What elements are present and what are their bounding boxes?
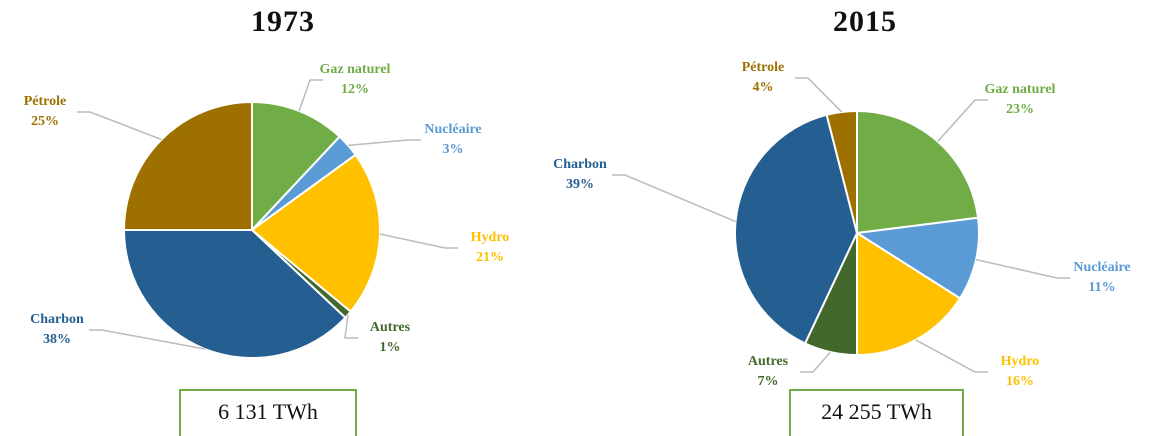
slice-value-label: 38%	[43, 332, 71, 347]
leader-line	[77, 111, 162, 141]
leader-line	[298, 79, 323, 112]
slice-label: Gaz naturel	[985, 82, 1056, 97]
leader-line	[379, 233, 458, 249]
leader-line	[937, 99, 988, 142]
total-box	[179, 389, 357, 436]
pie-slice	[856, 109, 980, 235]
slice-label: Nucléaire	[1073, 260, 1130, 275]
slice-label: Autres	[748, 354, 789, 369]
total-label: 6 131 TWh	[218, 399, 318, 424]
slice-value-label: 39%	[566, 177, 594, 192]
slice-value-label: 4%	[753, 80, 774, 95]
slice-value-label: 11%	[1088, 280, 1115, 295]
pie-slice	[122, 100, 253, 231]
leader-line	[89, 329, 206, 350]
slice-label: Autres	[370, 320, 411, 335]
chart-title: 2015	[833, 5, 897, 38]
pie-slice	[251, 100, 342, 233]
leader-line	[612, 174, 736, 223]
slice-value-label: 7%	[758, 374, 779, 389]
slice-label: Gaz naturel	[320, 62, 391, 77]
total-box	[789, 389, 964, 436]
slice-value-label: 25%	[31, 114, 59, 129]
pie-slice	[734, 113, 859, 345]
leader-line	[795, 77, 843, 113]
leader-line	[975, 258, 1070, 279]
slice-label: Pétrole	[24, 94, 67, 109]
slice-label: Charbon	[30, 312, 84, 327]
pie-slice	[825, 109, 858, 234]
leader-line	[347, 139, 421, 147]
slice-value-label: 23%	[1006, 102, 1034, 117]
leader-line	[344, 314, 358, 339]
slice-label: Hydro	[1001, 354, 1040, 369]
slice-label: Charbon	[553, 157, 607, 172]
leader-line	[915, 339, 988, 373]
slice-value-label: 21%	[476, 250, 504, 265]
leader-line	[800, 351, 831, 373]
slice-value-label: 16%	[1006, 374, 1034, 389]
slice-value-label: 1%	[380, 340, 401, 355]
slice-value-label: 3%	[443, 142, 464, 157]
slice-label: Hydro	[471, 230, 510, 245]
slice-label: Pétrole	[742, 60, 785, 75]
slice-value-label: 12%	[341, 82, 369, 97]
chart-title: 1973	[251, 5, 315, 38]
pie-slice	[122, 229, 347, 359]
total-label: 24 255 TWh	[821, 399, 932, 424]
slice-label: Nucléaire	[424, 122, 481, 137]
